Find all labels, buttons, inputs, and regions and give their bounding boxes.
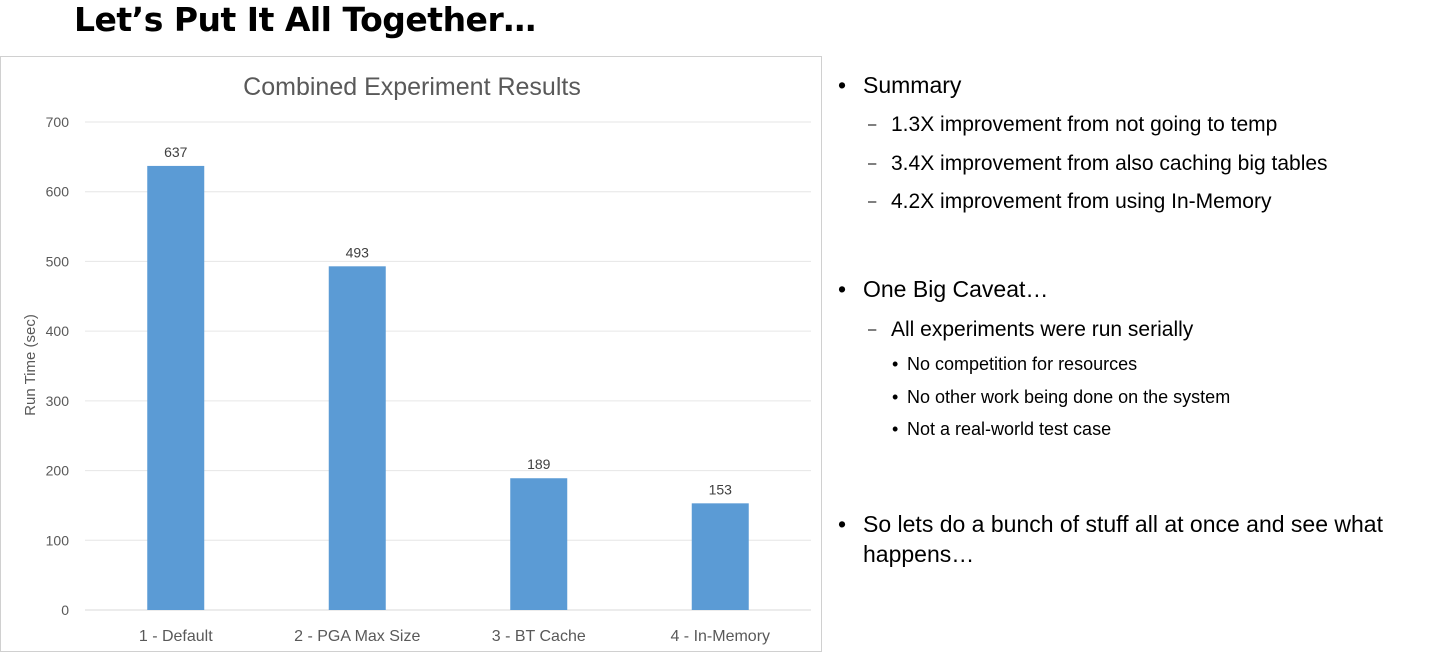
- x-tick-label: 1 - Default: [139, 628, 213, 645]
- data-label: 153: [709, 481, 733, 497]
- summary-item-text: 1.3X improvement from not going to temp: [891, 113, 1278, 136]
- dash-icon: –: [868, 116, 877, 133]
- y-tick-label: 200: [46, 463, 70, 479]
- bullet-dot-icon: •: [838, 276, 847, 302]
- bar-chart: Combined Experiment Results Run Time (se…: [22, 73, 811, 645]
- chart-title: Combined Experiment Results: [243, 73, 581, 101]
- y-tick-label: 600: [46, 184, 70, 200]
- y-tick-labels: 0 100 200 300 400 500 600 700: [46, 114, 70, 618]
- bullet-dot-icon: •: [892, 354, 899, 374]
- x-tick-label: 2 - PGA Max Size: [294, 628, 420, 645]
- x-tick-label: 4 - In-Memory: [670, 628, 770, 645]
- y-tick-label: 400: [46, 323, 70, 339]
- data-label: 189: [527, 456, 551, 472]
- dash-icon: –: [868, 155, 877, 172]
- bullet-dot-icon: •: [892, 419, 899, 439]
- bar: [691, 503, 749, 610]
- y-tick-label: 300: [46, 393, 70, 409]
- bullet-dot-icon: •: [892, 387, 899, 407]
- slide-title: Let’s Put It All Together…: [74, 0, 536, 39]
- x-tick-labels: 1 - Default 2 - PGA Max Size 3 - BT Cache 4…: [139, 628, 770, 645]
- y-tick-label: 700: [46, 114, 70, 130]
- caveat-detail-text: No competition for resources: [907, 354, 1138, 374]
- caveat-detail-text: No other work being done on the system: [907, 387, 1231, 407]
- bar: [510, 478, 568, 610]
- caveat-detail-text: Not a real-world test case: [907, 419, 1112, 439]
- data-label: 637: [164, 144, 188, 160]
- bar: [328, 266, 386, 610]
- caveat-sub-text: All experiments were run serially: [891, 318, 1194, 341]
- bullet-summary-label: Summary: [863, 72, 962, 98]
- x-tick-label: 3 - BT Cache: [492, 628, 586, 645]
- dash-icon: –: [868, 193, 877, 210]
- bullet-dot-icon: •: [838, 72, 847, 98]
- y-tick-label: 0: [61, 602, 69, 618]
- bars: [147, 165, 749, 611]
- data-label: 493: [346, 244, 370, 260]
- y-axis-label: Run Time (sec): [22, 314, 39, 416]
- bullet-caveat-label: One Big Caveat…: [863, 276, 1049, 302]
- dash-icon: –: [868, 321, 877, 338]
- bar: [147, 165, 205, 611]
- y-tick-label: 100: [46, 532, 70, 548]
- data-labels: 637 493 189 153: [164, 144, 732, 497]
- y-tick-label: 500: [46, 253, 70, 269]
- chart-container: Combined Experiment Results Run Time (se…: [0, 56, 822, 652]
- summary-item-text: 3.4X improvement from also caching big t…: [891, 152, 1328, 175]
- grid-lines: [85, 121, 811, 611]
- bullet-dot-icon: •: [838, 511, 847, 537]
- summary-item-text: 4.2X improvement from using In-Memory: [891, 190, 1272, 213]
- bullet-conclusion-label: So lets do a bunch of stuff all at once …: [863, 511, 1383, 567]
